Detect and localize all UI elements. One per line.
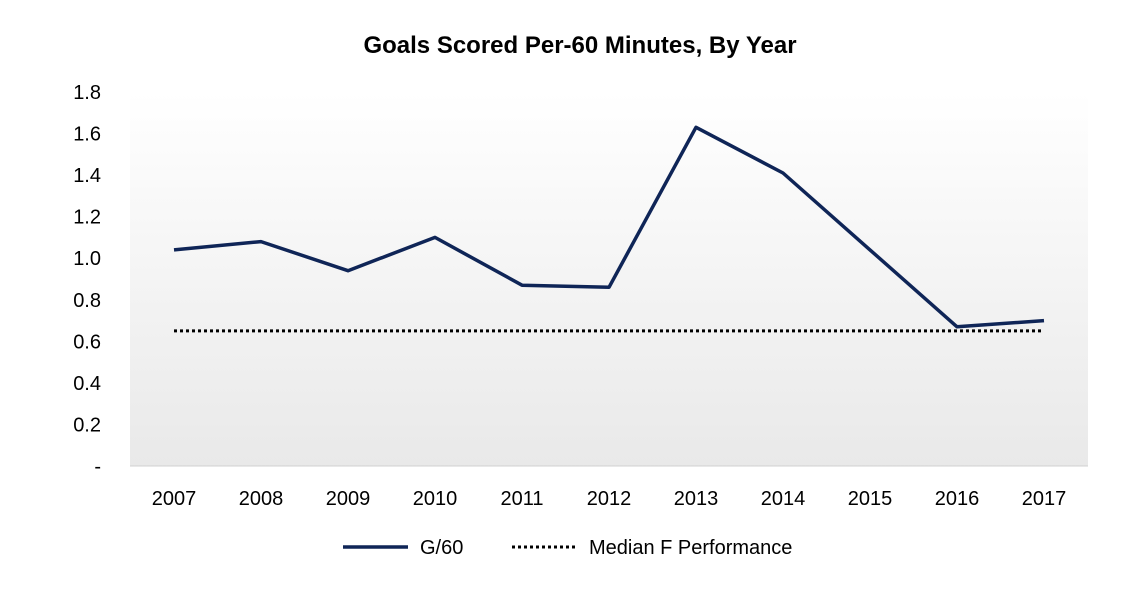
x-tick-label: 2008 xyxy=(239,488,284,510)
legend-label: Median F Performance xyxy=(589,537,792,559)
x-axis-ticks: 2007 2008 2009 2010 2011 2012 2013 2014 2015 2016… xyxy=(152,488,1067,510)
x-tick-label: 2017 xyxy=(1022,488,1067,510)
y-tick-label: 1.8 xyxy=(73,82,101,104)
y-tick-label: 1.4 xyxy=(73,165,101,187)
x-tick-label: 2012 xyxy=(587,488,632,510)
x-tick-label: 2011 xyxy=(500,488,543,510)
plot-area xyxy=(130,92,1088,466)
chart-title: Goals Scored Per-60 Minutes, By Year xyxy=(363,32,796,59)
x-tick-label: 2016 xyxy=(935,488,980,510)
y-tick-label: - xyxy=(94,456,101,478)
y-tick-label: 1.2 xyxy=(73,207,101,229)
x-tick-label: 2010 xyxy=(413,488,458,510)
x-tick-label: 2009 xyxy=(326,488,371,510)
y-tick-label: 1.6 xyxy=(73,124,101,146)
g60-line xyxy=(173,125,1045,329)
legend-label: G/60 xyxy=(420,537,463,559)
legend: G/60 Median F Performance xyxy=(343,537,792,559)
x-tick-label: 2013 xyxy=(674,488,719,510)
y-tick-label: 0.8 xyxy=(73,290,101,312)
y-tick-label: 0.4 xyxy=(73,373,101,395)
x-tick-label: 2014 xyxy=(761,488,806,510)
y-tick-label: 0.6 xyxy=(73,331,101,353)
series-layer xyxy=(173,125,1045,333)
y-tick-label: 0.2 xyxy=(73,414,101,436)
x-tick-label: 2015 xyxy=(848,488,893,510)
y-axis-ticks: - 0.2 0.4 0.6 0.8 1.0 1.2 1.4 1.6 1.8 xyxy=(73,82,101,478)
y-tick-label: 1.0 xyxy=(73,248,101,270)
x-tick-label: 2007 xyxy=(152,488,197,510)
